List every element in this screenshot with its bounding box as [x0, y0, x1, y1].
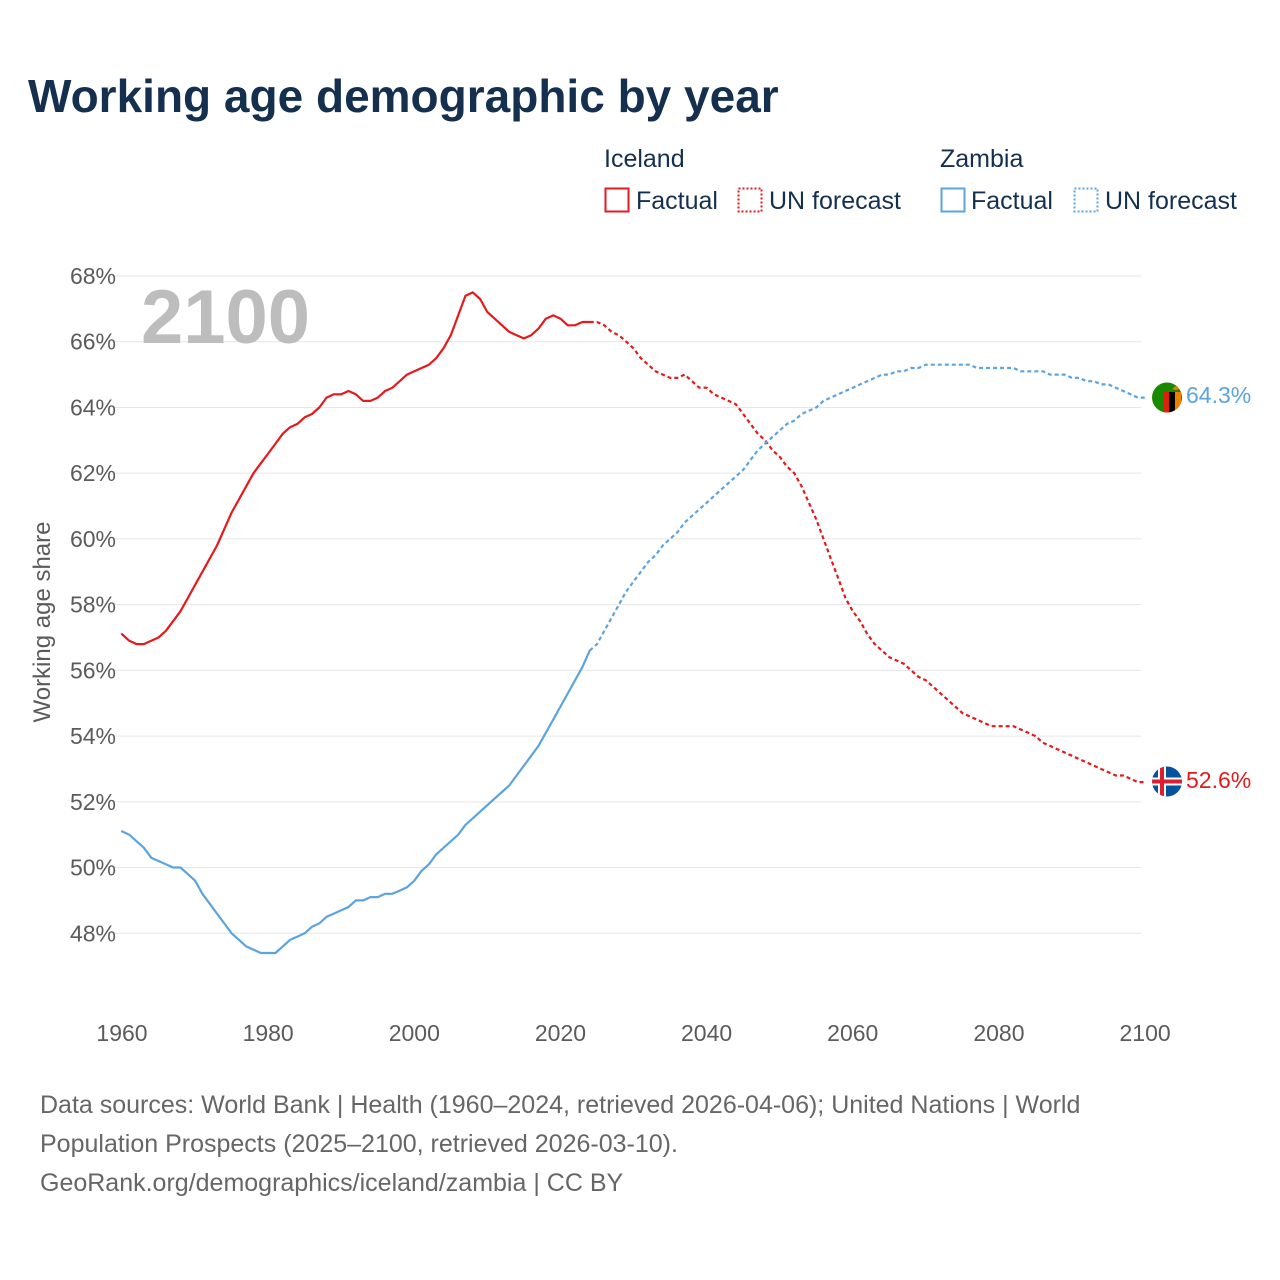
y-tick-label: 48%	[70, 920, 116, 946]
y-axis-ticks: 48% 50% 52% 54% 56% 58% 60% 62% 64% 66% 68%	[70, 263, 116, 946]
legend-group-zambia[interactable]: Zambia Factual UN forecast	[940, 145, 1237, 215]
footer-sources-line-2: Population Prospects (2025–2100, retriev…	[40, 1130, 678, 1158]
y-tick-label: 62%	[70, 460, 116, 486]
chart-title: Working age demographic by year	[28, 70, 779, 122]
legend-label-factual: Factual	[971, 187, 1053, 215]
zambia-flag-icon	[1152, 382, 1182, 413]
gridlines	[112, 275, 1141, 934]
y-tick-label: 54%	[70, 723, 116, 749]
legend-swatch-forecast	[737, 187, 763, 213]
year-watermark: 2100	[141, 275, 310, 360]
legend-group-iceland[interactable]: Iceland Factual UN forecast	[604, 145, 901, 215]
x-tick-label: 2000	[389, 1020, 440, 1046]
x-tick-label: 2040	[681, 1020, 732, 1046]
y-tick-label: 50%	[70, 855, 116, 881]
y-tick-label: 66%	[70, 329, 116, 355]
footer-sources-line-1: Data sources: World Bank | Health (1960–…	[40, 1091, 1081, 1119]
footer-attribution[interactable]: GeoRank.org/demographics/iceland/zambia …	[40, 1169, 624, 1197]
legend-label-forecast: UN forecast	[1105, 187, 1237, 215]
x-tick-label: 2060	[827, 1020, 878, 1046]
legend-swatch-forecast	[1073, 187, 1099, 213]
y-tick-label: 58%	[70, 592, 116, 618]
y-axis-title: Working age share	[29, 522, 56, 723]
legend-swatch-factual	[604, 187, 630, 213]
x-tick-label: 2100	[1119, 1020, 1170, 1046]
x-tick-label: 2080	[973, 1020, 1024, 1046]
iceland-flag-icon	[1152, 766, 1182, 797]
x-tick-label: 2020	[535, 1020, 586, 1046]
legend: Iceland Factual UN forecast Zambia Factu…	[604, 145, 1237, 215]
end-value-label-iceland: 52.6%	[1186, 767, 1251, 793]
legend-label-factual: Factual	[636, 187, 718, 215]
series-line-iceland-forecast[interactable]	[589, 320, 1146, 784]
x-axis-ticks: 1960 1980 2000 2020 2040 2060 2080 2100	[96, 1020, 1170, 1046]
y-tick-label: 68%	[70, 263, 116, 289]
y-tick-label: 60%	[70, 526, 116, 552]
x-tick-label: 1980	[243, 1020, 294, 1046]
series-line-zambia-factual[interactable]	[120, 649, 591, 955]
y-tick-label: 52%	[70, 789, 116, 815]
footer: Data sources: World Bank | Health (1960–…	[40, 1086, 1240, 1203]
series-layer	[120, 291, 1146, 955]
end-value-label-zambia: 64.3%	[1186, 382, 1251, 408]
legend-group-title: Iceland	[604, 145, 685, 173]
legend-swatch-factual	[940, 187, 966, 213]
legend-group-title: Zambia	[940, 145, 1023, 173]
series-line-zambia-forecast[interactable]	[588, 363, 1146, 652]
x-tick-label: 1960	[96, 1020, 147, 1046]
y-tick-label: 64%	[70, 394, 116, 420]
legend-label-forecast: UN forecast	[769, 187, 901, 215]
chart: Working age demographic by year Iceland …	[28, 70, 1251, 1046]
y-tick-label: 56%	[70, 657, 116, 683]
series-line-iceland-factual[interactable]	[120, 291, 591, 646]
